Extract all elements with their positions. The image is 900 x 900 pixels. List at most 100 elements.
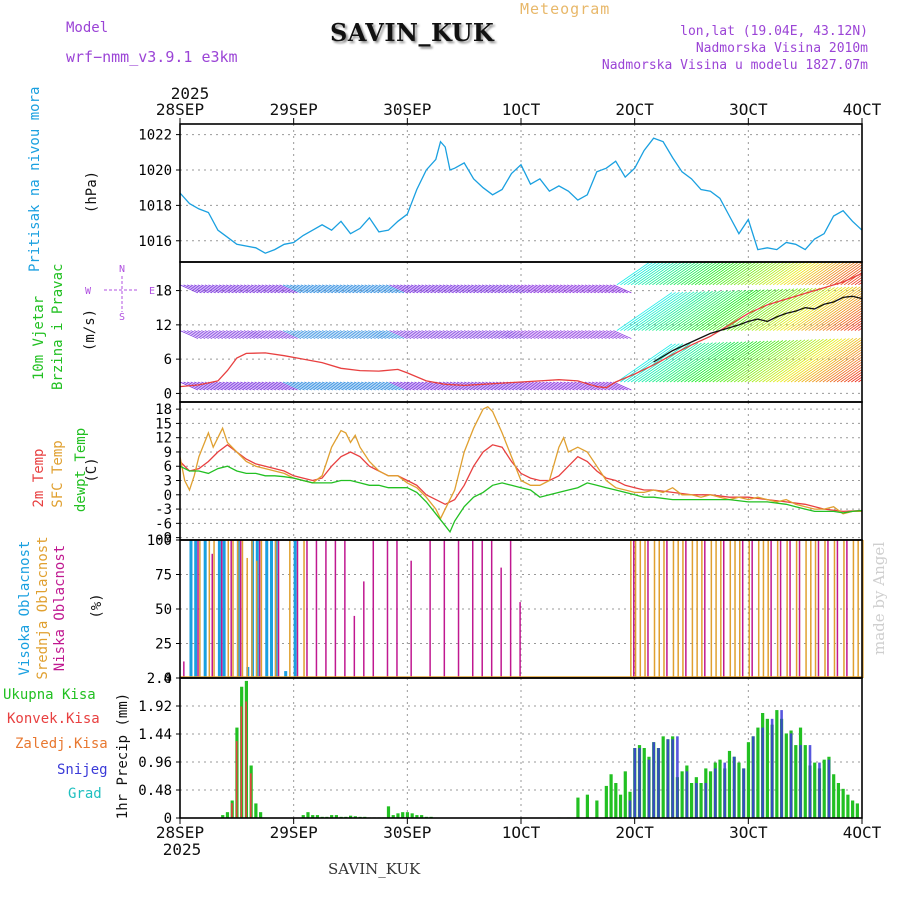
wind-barb [719, 340, 780, 383]
precip-total-bar [704, 768, 708, 818]
wind-barb [474, 381, 493, 391]
precip-total-bar [396, 813, 400, 818]
precip-total-bar [344, 816, 348, 818]
wind-barb [403, 284, 422, 294]
panel-frame [179, 261, 863, 403]
cloud-high-bar [265, 540, 269, 678]
wind-barb [321, 330, 341, 339]
wind-barb [840, 269, 862, 286]
wind-barb [520, 330, 540, 339]
wind-barb [485, 330, 504, 339]
wind-barb [673, 262, 708, 286]
wind-barb [545, 381, 565, 391]
wind-barb [297, 284, 316, 294]
wind-barb [705, 262, 740, 286]
wind-barb [442, 284, 462, 294]
wind-barb [261, 381, 280, 391]
wind-barb [257, 284, 277, 294]
wind-barb [847, 274, 862, 286]
precip-snow-bar [818, 762, 821, 818]
wind-barb [602, 381, 621, 391]
wind-barb [378, 381, 398, 391]
wind-barb [503, 284, 522, 294]
wind-barb [446, 330, 465, 339]
wind-barb [325, 381, 344, 391]
wind-barb [439, 330, 458, 339]
wind-barb [815, 348, 862, 383]
precip-snow-bar [628, 800, 632, 818]
compass-east: E [149, 286, 155, 297]
wind-barb [300, 330, 319, 339]
wind-barb [389, 330, 408, 339]
wind-barb [329, 381, 348, 391]
precip-total-bar [618, 794, 623, 818]
precip-snow-bar [647, 759, 651, 818]
wind-barb [616, 292, 673, 331]
wind-barb [449, 381, 469, 391]
wind-barb [229, 330, 248, 339]
wind-barb [602, 330, 621, 339]
y-tick-label: 0 [164, 811, 172, 827]
panel-frame [179, 539, 863, 679]
wind-barb [858, 378, 862, 383]
wind-barb [350, 284, 369, 294]
precip-total-bar [803, 745, 807, 818]
wind-barb [542, 381, 561, 391]
wind-barb [190, 284, 209, 294]
wind-barb [648, 342, 706, 383]
wind-barb [797, 337, 861, 383]
wind-barb [183, 284, 202, 294]
y-tick-label: 18 [155, 402, 172, 418]
wind-barb [804, 262, 839, 286]
wind-barb [382, 284, 401, 294]
wind-barb [478, 330, 497, 339]
precip-total-bar [415, 815, 419, 818]
wind-unit: (m/s) [82, 308, 98, 352]
wind-barb [577, 284, 596, 294]
precip-total-bar [576, 797, 580, 818]
wind-barb [598, 381, 618, 391]
wind-barb [854, 325, 862, 331]
wind-barb [467, 381, 486, 391]
precip-total-bar [315, 815, 320, 818]
temp2m-line [179, 443, 863, 513]
wind-barb [662, 262, 697, 286]
wind-barb [652, 342, 710, 383]
pressure-title: Pritisak na nivou mora [27, 86, 43, 272]
wind-barb [478, 284, 497, 294]
wind-barb [584, 330, 604, 339]
wind-barb [336, 330, 355, 339]
wind-barb [396, 330, 415, 339]
precip-total-bar [794, 745, 798, 818]
legend-convective-rain: Konvek.Kisa [7, 711, 100, 727]
wind-barb [812, 346, 862, 383]
precip-total-bar [420, 815, 424, 818]
precip-total-bar [623, 771, 627, 818]
wind-barb [449, 330, 469, 339]
wind-barb [606, 381, 625, 391]
wind-barb [417, 381, 437, 391]
wind-barb [236, 284, 255, 294]
wind-barb [844, 368, 862, 383]
wind-barb [801, 262, 835, 286]
wind-barb [321, 284, 341, 294]
precip-total-bar [424, 816, 428, 818]
wind-barb [659, 262, 694, 286]
wind-barb [346, 284, 366, 294]
wind-barb [432, 330, 451, 339]
wind-barb [669, 341, 728, 383]
wind-barb [559, 330, 579, 339]
wind-barb [623, 343, 680, 383]
precip-total-bar [770, 724, 774, 818]
wind-barb [591, 330, 611, 339]
wind-barb [471, 381, 490, 391]
precip-total-bar [642, 748, 646, 818]
precip-total-bar [671, 736, 675, 818]
wind-barb [492, 284, 511, 294]
precip-total-bar [320, 816, 324, 818]
temp-unit: (C) [84, 457, 100, 483]
precip-snow-bar [780, 710, 783, 818]
wind-barb [442, 381, 462, 391]
precip-total-bar [751, 736, 755, 818]
wind-barb [570, 284, 589, 294]
